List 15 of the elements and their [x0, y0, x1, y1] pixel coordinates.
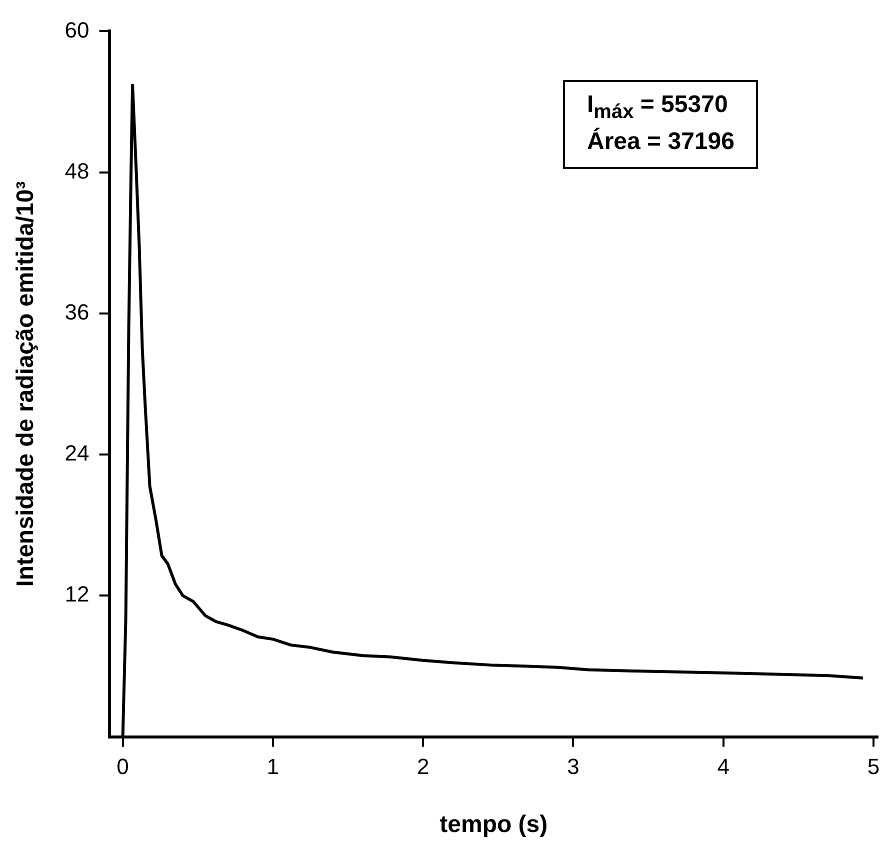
y-axis-title: Intensidade de radiação emitida/10³: [12, 181, 40, 587]
x-axis-title: tempo (s): [440, 811, 548, 838]
y-tick-label: 36: [64, 300, 90, 325]
annotation: Área = 37196: [587, 126, 734, 157]
x-tick-label: 1: [266, 754, 280, 780]
y-tick-label: 60: [64, 17, 90, 42]
annotation: I$_{máx}$ = 55370: [587, 90, 729, 125]
x-tick-label: 2: [416, 754, 430, 780]
x-tick-label: 4: [717, 754, 730, 780]
x-tick-label: 3: [567, 754, 580, 780]
x-tick-label: 5: [867, 754, 880, 780]
y-tick-label: 12: [64, 582, 90, 607]
x-tick-label: 0: [116, 754, 129, 780]
y-tick-label: 24: [64, 440, 90, 466]
y-tick-label: 48: [64, 158, 90, 184]
